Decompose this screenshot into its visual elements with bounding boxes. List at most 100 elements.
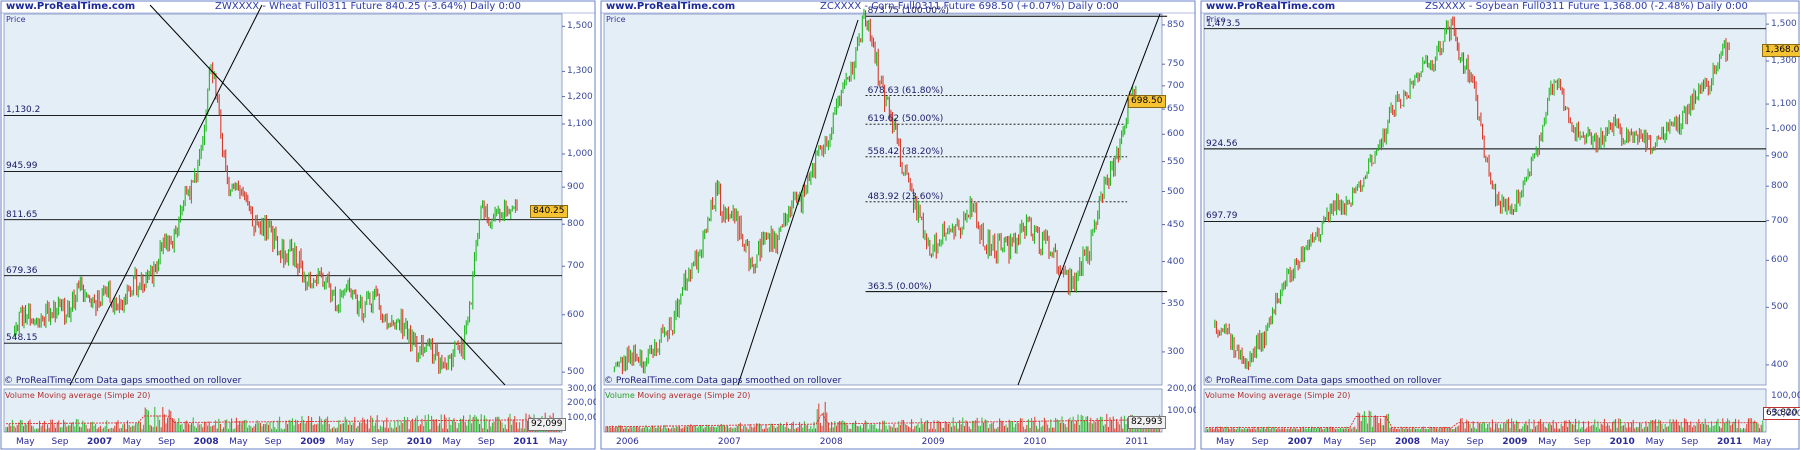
x-tick-label: 2007 (717, 437, 741, 447)
x-tick-label: May (1430, 437, 1450, 447)
current-volume-tag: 82,993 (1128, 416, 1166, 429)
chart-title: ZWXXXX - Wheat Full0311 Future 840.25 (-… (215, 1, 521, 12)
x-tick-label: 2009 (300, 437, 326, 447)
volume-title: Volume Moving average (Simple 20) (605, 391, 750, 400)
x-tick-label: 2006 (616, 437, 639, 447)
volume-tick-label: 50,000 (1771, 409, 1800, 420)
trend-line (149, 4, 506, 386)
wheat-chart-svg[interactable] (0, 0, 596, 450)
x-tick-label: May (1645, 437, 1665, 447)
volume-moving-average (6, 415, 559, 425)
x-tick-label: Sep (264, 437, 282, 447)
volume-tick-label: 100,000 (567, 412, 596, 423)
x-tick-label: 2010 (1609, 437, 1635, 447)
x-tick-label: 2008 (1394, 437, 1420, 447)
y-tick-label: 850 (1167, 19, 1185, 30)
current-price-tag: 698.50 (1128, 95, 1166, 108)
x-tick-label: May (1323, 437, 1342, 447)
fibonacci-level-label: 619.62 (50.00%) (867, 114, 944, 125)
current-price-tag: 840.25 (530, 205, 568, 218)
current-price-tag: 1,368.00 (1762, 44, 1800, 57)
x-tick-label: 2009 (921, 437, 945, 447)
x-tick-label: Sep (1251, 437, 1269, 447)
y-tick-label: 1,000 (1771, 123, 1797, 134)
site-label[interactable]: www.ProRealTime.com (6, 1, 136, 12)
site-label[interactable]: www.ProRealTime.com (1206, 1, 1336, 12)
y-tick-label: 550 (1167, 156, 1185, 167)
price-axis-title: Price (6, 15, 26, 24)
x-tick-label: May (1538, 437, 1557, 447)
y-tick-label: 900 (567, 182, 585, 193)
x-tick-label: 2009 (1502, 437, 1528, 447)
x-tick-label: May (122, 437, 142, 447)
level-label: 945.99 (6, 161, 38, 172)
x-tick-label: 2011 (1717, 437, 1743, 447)
footer-note: © ProRealTime.com Data gaps smoothed on … (1204, 376, 1442, 386)
site-label[interactable]: www.ProRealTime.com (606, 1, 736, 12)
x-tick-label: 2007 (1287, 437, 1313, 447)
x-tick-label: 2007 (87, 437, 113, 447)
fibonacci-level-label: 558.42 (38.20%) (867, 146, 944, 157)
wheat-chart-panel: www.ProRealTime.com ZWXXXX - Wheat Full0… (0, 0, 596, 450)
y-tick-label: 450 (1167, 219, 1185, 230)
y-tick-label: 1,200 (567, 91, 593, 102)
y-tick-label: 750 (1167, 59, 1185, 70)
price-plot-area (3, 13, 563, 386)
y-tick-label: 700 (567, 261, 585, 272)
current-volume-tag: 63,820 (1763, 407, 1800, 420)
volume-plot-area (1203, 388, 1767, 433)
level-label: 1,130.2 (6, 105, 41, 116)
current-volume-tag: 92,099 (528, 418, 566, 431)
y-tick-label: 1,100 (567, 118, 593, 129)
price-plot-area (1203, 13, 1767, 386)
volume-moving-average (605, 412, 1158, 428)
y-tick-label: 700 (1167, 80, 1185, 91)
x-tick-label: May (442, 437, 461, 447)
x-tick-label: May (335, 437, 355, 447)
y-tick-label: 600 (567, 309, 585, 320)
y-tick-label: 400 (1771, 359, 1789, 370)
fibonacci-level-label: 483.92 (23.60%) (867, 191, 944, 202)
chart-title: ZCXXXX - Corn Full0311 Future 698.50 (+0… (820, 1, 1119, 12)
corn-chart-svg[interactable] (600, 0, 1196, 450)
level-label: 924.56 (1206, 138, 1238, 149)
volume-title: Volume Moving average (Simple 20) (1205, 391, 1351, 400)
x-tick-label: Sep (1359, 437, 1377, 447)
trend-line (1017, 13, 1161, 386)
y-tick-label: 1,300 (567, 66, 593, 77)
x-tick-label: May (548, 437, 568, 447)
volume-tick-label: 200,000 (1167, 384, 1196, 394)
level-label: 1,473.5 (1206, 18, 1241, 29)
footer-note: © ProRealTime.com Data gaps smoothed on … (4, 376, 242, 386)
y-tick-label: 400 (1167, 256, 1185, 267)
y-tick-label: 650 (1167, 104, 1185, 115)
y-tick-label: 800 (567, 219, 585, 230)
x-tick-label: Sep (1573, 437, 1591, 447)
y-tick-label: 500 (1771, 302, 1789, 313)
x-tick-label: May (229, 437, 248, 447)
x-tick-label: Sep (1681, 437, 1699, 447)
volume-title: Volume Moving average (Simple 20) (5, 391, 151, 400)
x-tick-label: 2010 (1023, 437, 1047, 447)
volume-title-volume: Volume (605, 391, 635, 400)
x-tick-label: 2008 (819, 437, 843, 447)
x-tick-label: Sep (158, 437, 176, 447)
volume-title-ma: Moving average (Simple 20) (634, 391, 751, 400)
volume-tick-label: 300,000 (567, 384, 596, 394)
y-tick-label: 1,100 (1771, 99, 1797, 110)
x-tick-label: May (16, 437, 35, 447)
y-tick-label: 350 (1167, 298, 1185, 309)
y-tick-label: 800 (1771, 181, 1789, 192)
y-tick-label: 500 (1167, 186, 1185, 197)
volume-plot-area (3, 388, 563, 433)
corn-chart-panel: www.ProRealTime.com ZCXXXX - Corn Full03… (600, 0, 1196, 450)
level-label: 811.65 (6, 209, 38, 220)
x-tick-label: 2008 (193, 437, 219, 447)
y-tick-label: 600 (1167, 129, 1185, 140)
soybean-chart-svg[interactable] (1200, 0, 1800, 450)
y-tick-label: 1,300 (1771, 56, 1797, 66)
volume-tick-label: 100,000 (1167, 405, 1196, 416)
x-tick-label: Sep (51, 437, 69, 447)
soybean-chart-panel: www.ProRealTime.com ZSXXXX - Soybean Ful… (1200, 0, 1800, 450)
y-tick-label: 300 (1167, 346, 1185, 357)
